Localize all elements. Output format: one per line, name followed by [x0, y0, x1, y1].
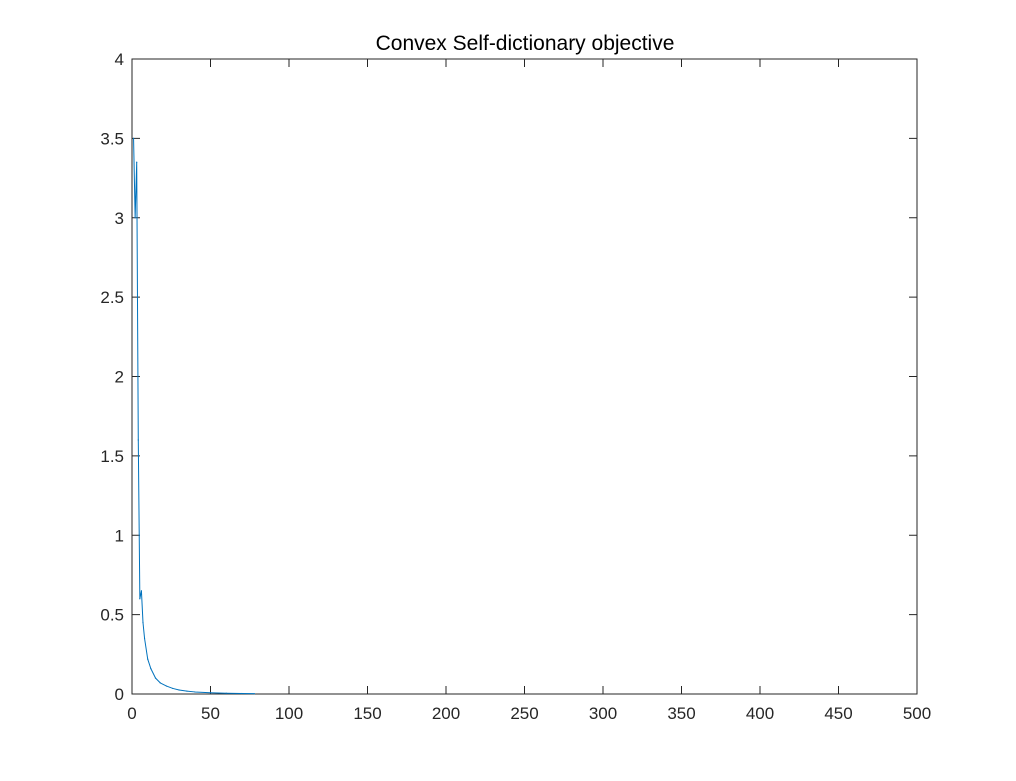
data-point — [139, 598, 141, 600]
plot-area — [132, 137, 256, 695]
data-point — [186, 690, 188, 692]
data-point — [150, 668, 152, 670]
data-point — [253, 693, 256, 695]
data-point — [172, 687, 174, 690]
data-point — [147, 658, 149, 660]
x-axis-tick-labels: 0 50 100 150 200 250 300 350 400 450 500 — [127, 704, 931, 723]
data-point — [178, 689, 180, 691]
axes-box — [131, 58, 918, 695]
y-tick-label: 3.5 — [100, 129, 124, 148]
x-tick-label: 350 — [667, 704, 695, 723]
y-axis-tick-labels: 0 0.5 1 1.5 2 2.5 3 3.5 4 — [100, 50, 124, 704]
data-point — [137, 439, 139, 441]
y-tick-label: 4 — [115, 50, 124, 69]
x-tick-label: 300 — [589, 704, 617, 723]
y-tick-label: 1 — [115, 526, 124, 545]
data-point — [225, 692, 227, 694]
chart-title: Convex Self-dictionary objective — [376, 32, 675, 55]
data-point — [165, 685, 168, 687]
x-tick-label: 100 — [275, 704, 303, 723]
y-axis-ticks — [132, 58, 917, 695]
data-point — [140, 590, 143, 592]
x-tick-label: 400 — [746, 704, 774, 723]
data-point — [132, 137, 135, 139]
data-point — [154, 677, 157, 679]
x-tick-label: 200 — [432, 704, 460, 723]
y-tick-label: 2.5 — [100, 288, 124, 307]
y-tick-label: 2 — [115, 368, 124, 387]
y-tick-label: 0.5 — [100, 606, 124, 625]
x-tick-label: 450 — [824, 704, 852, 723]
data-point — [194, 691, 196, 693]
x-tick-label: 500 — [903, 704, 931, 723]
data-point — [142, 621, 144, 624]
data-point — [159, 682, 161, 684]
data-point — [241, 692, 243, 695]
x-tick-label: 50 — [201, 704, 220, 723]
y-tick-label: 0 — [115, 685, 124, 704]
x-tick-label: 250 — [510, 704, 538, 723]
data-point — [136, 161, 138, 163]
x-tick-label: 0 — [127, 704, 136, 723]
data-point — [134, 217, 136, 219]
data-point — [209, 692, 212, 694]
y-tick-label: 1.5 — [100, 447, 124, 466]
y-tick-label: 3 — [115, 209, 124, 228]
data-point — [143, 637, 146, 640]
x-tick-label: 150 — [353, 704, 381, 723]
